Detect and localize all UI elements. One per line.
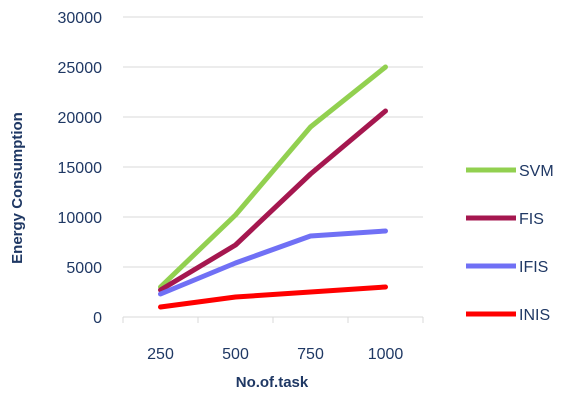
x-axis-title: No.of.task — [236, 374, 309, 391]
y-tick-labels: 0 5000 10000 15000 20000 25000 30000 — [58, 10, 103, 327]
series-lines — [158, 64, 388, 310]
x-tick-label: 1000 — [368, 346, 404, 363]
legend: SVM FIS IFIS INIS — [466, 163, 554, 324]
legend-label-ifis: IFIS — [519, 259, 548, 276]
x-tick-label: 750 — [297, 346, 324, 363]
y-tick-label: 15000 — [58, 160, 103, 177]
series-line-inis — [158, 284, 388, 310]
gridlines — [123, 16, 423, 268]
y-tick-label: 25000 — [58, 60, 103, 77]
y-tick-label: 0 — [93, 310, 102, 327]
y-tick-label: 10000 — [58, 210, 103, 227]
x-tick-label: 500 — [222, 346, 249, 363]
series-line-fis — [158, 108, 388, 293]
legend-label-svm: SVM — [519, 163, 554, 180]
legend-label-inis: INIS — [519, 307, 550, 324]
y-axis-title: Energy Consumption — [9, 112, 26, 264]
x-tick-label: 250 — [147, 346, 174, 363]
y-tick-label: 20000 — [58, 110, 103, 127]
y-tick-label: 5000 — [66, 260, 102, 277]
series-line-ifis — [158, 228, 388, 297]
y-tick-label: 30000 — [58, 10, 103, 27]
axes — [122, 316, 424, 323]
x-tick-labels: 250 500 750 1000 — [147, 346, 403, 363]
series-line-svm — [158, 64, 388, 290]
legend-label-fis: FIS — [519, 211, 544, 228]
